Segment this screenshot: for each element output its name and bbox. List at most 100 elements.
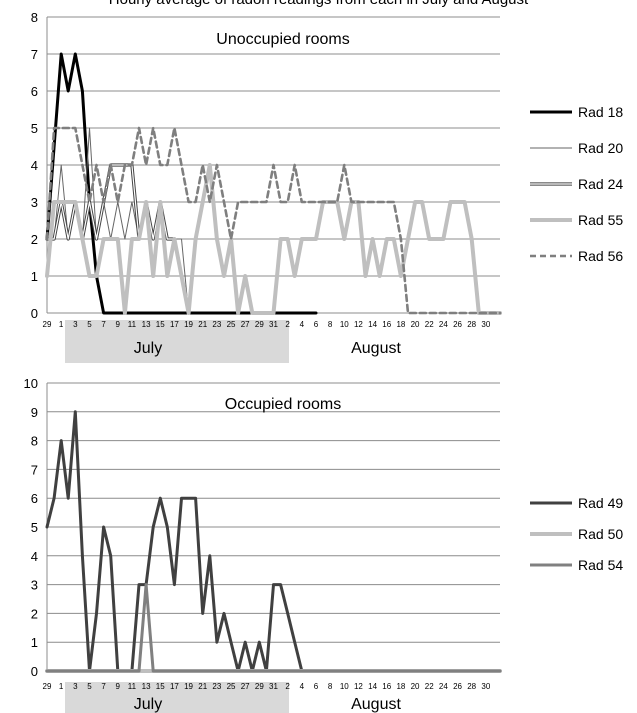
x-tick-label: 9 <box>116 682 121 691</box>
y-tick-label: 4 <box>31 158 38 173</box>
x-tick-label: 21 <box>198 320 207 329</box>
x-tick-label: 7 <box>101 682 106 691</box>
july-band <box>65 682 289 713</box>
y-tick-label: 6 <box>31 491 38 506</box>
x-tick-label: 17 <box>170 682 179 691</box>
y-tick-label: 7 <box>31 47 38 62</box>
x-tick-label: 4 <box>300 682 305 691</box>
x-tick-label: 8 <box>328 682 333 691</box>
x-tick-label: 27 <box>241 682 250 691</box>
x-tick-label: 10 <box>340 682 349 691</box>
y-tick-label: 8 <box>31 10 38 25</box>
x-tick-label: 28 <box>467 682 476 691</box>
x-tick-label: 24 <box>439 320 448 329</box>
x-tick-label: 21 <box>198 682 207 691</box>
x-tick-label: 18 <box>396 682 405 691</box>
month-label-august: August <box>351 340 401 357</box>
y-tick-label: 8 <box>31 434 38 449</box>
x-tick-label: 8 <box>328 320 333 329</box>
x-tick-label: 30 <box>481 320 490 329</box>
x-tick-label: 13 <box>142 320 151 329</box>
legend-label: Rad 50 <box>578 526 623 542</box>
x-tick-label: 1 <box>59 320 64 329</box>
x-tick-label: 28 <box>467 320 476 329</box>
x-tick-label: 27 <box>241 320 250 329</box>
x-tick-label: 16 <box>382 682 391 691</box>
y-tick-label: 5 <box>31 520 38 535</box>
y-tick-label: 2 <box>31 606 38 621</box>
x-tick-label: 13 <box>142 682 151 691</box>
page-title: Hourly average of radon readings from ea… <box>0 0 637 8</box>
x-tick-label: 18 <box>396 320 405 329</box>
series-line-rad-18 <box>45 52 318 315</box>
x-tick-label: 31 <box>269 682 278 691</box>
x-tick-label: 26 <box>453 320 462 329</box>
x-tick-label: 30 <box>481 682 490 691</box>
x-tick-label: 15 <box>156 682 165 691</box>
x-tick-label: 19 <box>184 320 193 329</box>
x-tick-label: 29 <box>255 682 264 691</box>
y-tick-label: 0 <box>31 306 38 321</box>
x-tick-label: 10 <box>340 320 349 329</box>
y-tick-label: 10 <box>24 376 38 391</box>
series-line-rad-20 <box>46 127 190 314</box>
x-tick-label: 19 <box>184 682 193 691</box>
month-label-august: August <box>351 696 401 713</box>
x-tick-label: 16 <box>382 320 391 329</box>
chart-title: Unoccupied rooms <box>216 31 349 48</box>
y-tick-label: 3 <box>31 578 38 593</box>
x-tick-label: 15 <box>156 320 165 329</box>
x-tick-label: 9 <box>116 320 121 329</box>
series-line-rad-24-inner <box>46 164 190 314</box>
x-tick-label: 20 <box>411 682 420 691</box>
legend-label: Rad 56 <box>578 248 623 264</box>
x-tick-label: 12 <box>354 320 363 329</box>
x-tick-label: 22 <box>425 320 434 329</box>
y-tick-label: 1 <box>31 269 38 284</box>
legend-label: Rad 20 <box>578 140 623 156</box>
x-tick-label: 29 <box>43 320 52 329</box>
x-tick-label: 5 <box>87 320 92 329</box>
x-tick-label: 29 <box>43 682 52 691</box>
july-band <box>65 320 289 363</box>
x-tick-label: 6 <box>314 682 319 691</box>
x-tick-label: 12 <box>354 682 363 691</box>
x-tick-label: 1 <box>59 682 64 691</box>
y-tick-label: 3 <box>31 195 38 210</box>
y-tick-label: 1 <box>31 635 38 650</box>
x-tick-label: 22 <box>425 682 434 691</box>
chart-title: Occupied rooms <box>225 396 342 413</box>
month-label-july: July <box>134 340 162 357</box>
x-tick-label: 7 <box>101 320 106 329</box>
x-tick-label: 3 <box>73 682 78 691</box>
x-tick-label: 26 <box>453 682 462 691</box>
y-tick-label: 0 <box>31 664 38 679</box>
legend-label: Rad 55 <box>578 212 623 228</box>
y-tick-label: 9 <box>31 405 38 420</box>
x-tick-label: 20 <box>411 320 420 329</box>
x-tick-label: 5 <box>87 682 92 691</box>
x-tick-label: 3 <box>73 320 78 329</box>
x-tick-label: 25 <box>227 682 236 691</box>
x-tick-label: 29 <box>255 320 264 329</box>
month-label-july: July <box>134 696 162 713</box>
series-line-rad-56 <box>45 126 502 315</box>
y-tick-label: 4 <box>31 549 38 564</box>
x-tick-label: 23 <box>212 682 221 691</box>
series-line-rad-54 <box>45 583 502 673</box>
series-line-rad-55 <box>45 163 502 315</box>
x-tick-label: 2 <box>285 320 290 329</box>
x-tick-label: 23 <box>212 320 221 329</box>
x-tick-label: 24 <box>439 682 448 691</box>
x-tick-label: 4 <box>300 320 305 329</box>
x-tick-label: 25 <box>227 320 236 329</box>
legend-label: Rad 24 <box>578 176 623 192</box>
y-tick-label: 6 <box>31 84 38 99</box>
legend-label: Rad 54 <box>578 557 623 573</box>
x-tick-label: 2 <box>285 682 290 691</box>
x-tick-label: 11 <box>128 320 137 329</box>
y-tick-label: 2 <box>31 232 38 247</box>
